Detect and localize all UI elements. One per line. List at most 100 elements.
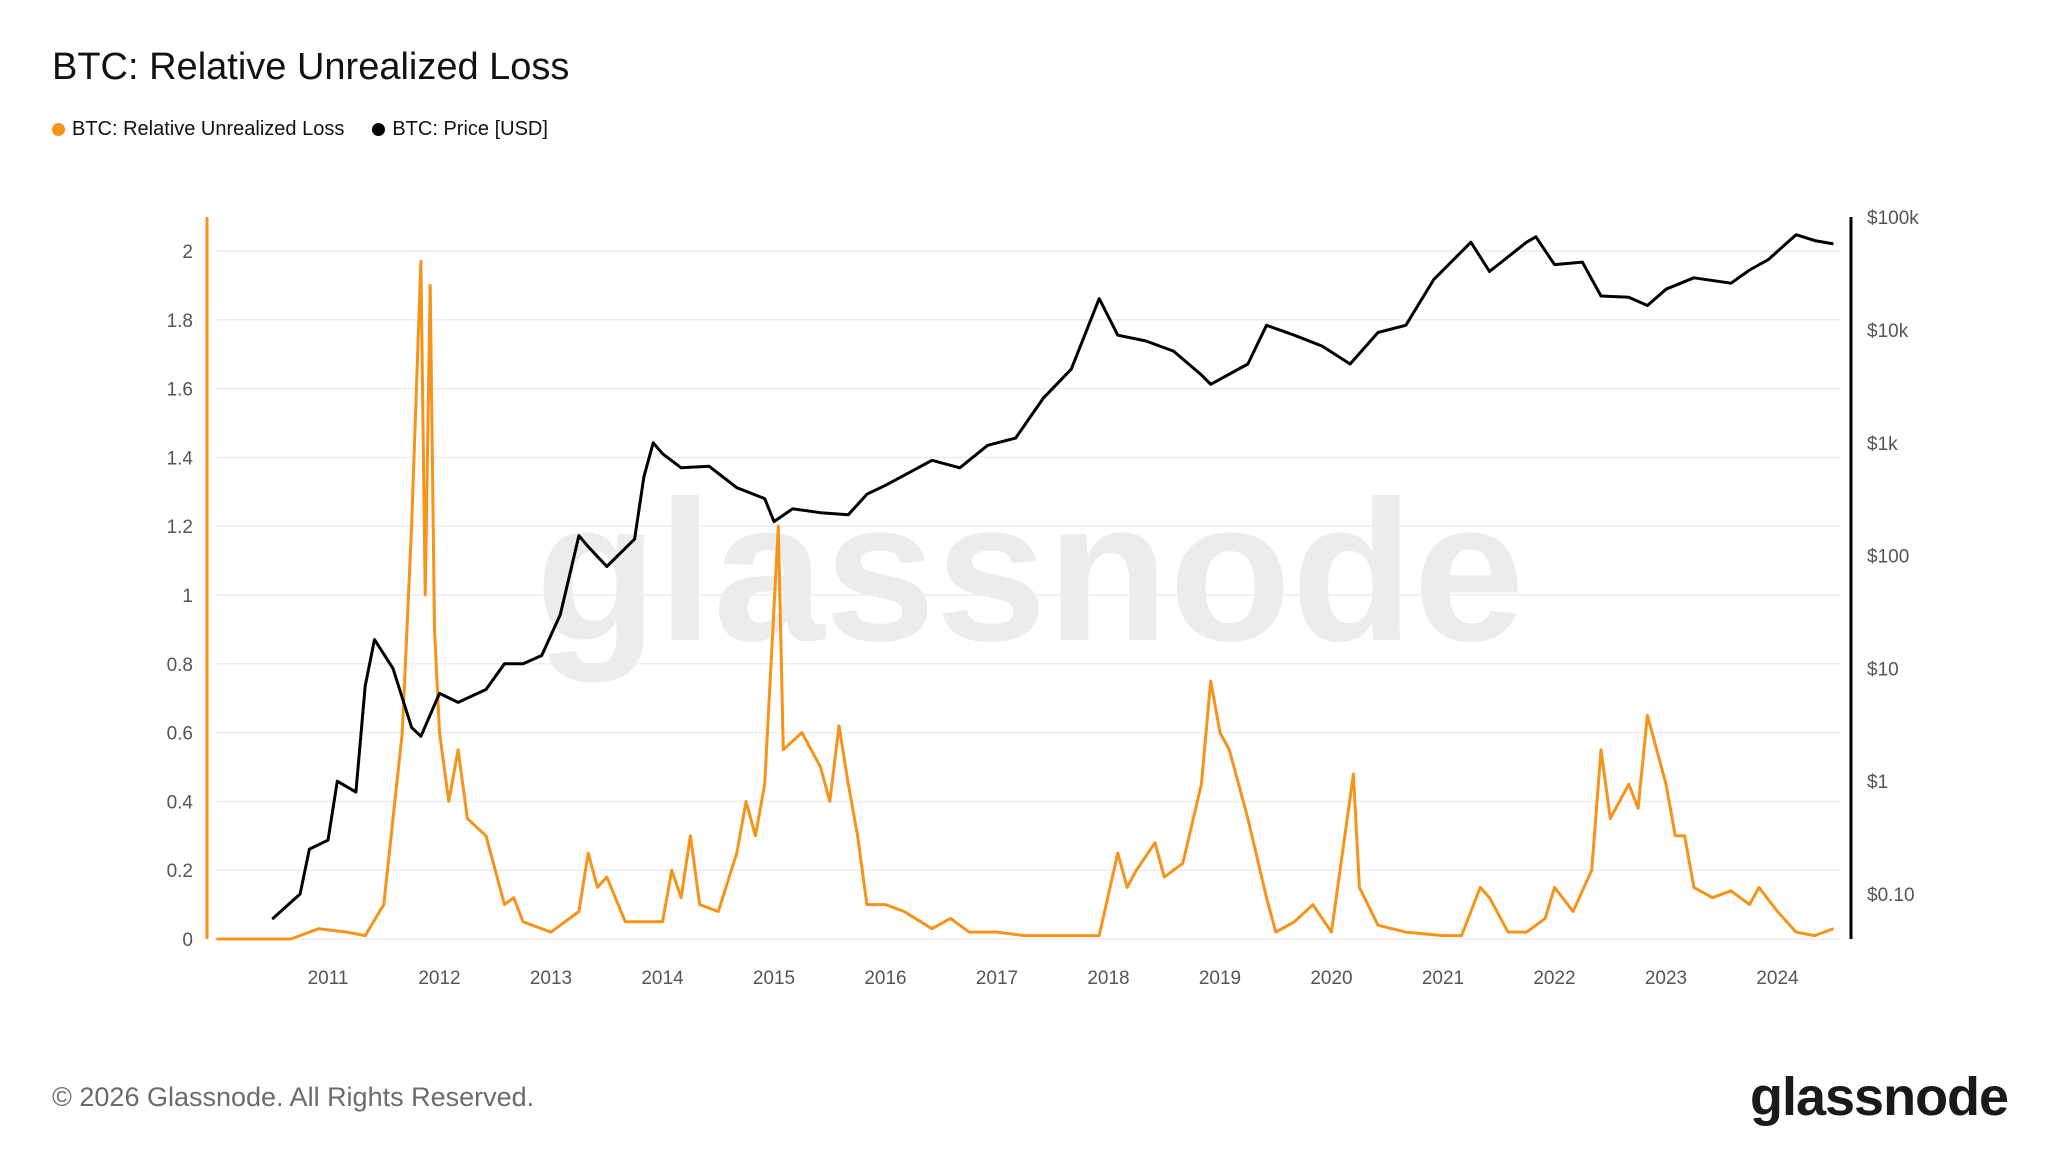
data-point xyxy=(1637,807,1639,809)
data-point xyxy=(838,725,840,727)
left-axis-tick-label: 0.6 xyxy=(167,724,193,745)
data-point xyxy=(903,910,905,912)
legend-item-relative-unrealized-loss[interactable]: BTC: Relative Unrealized Loss xyxy=(52,118,344,141)
data-point xyxy=(1163,876,1165,878)
glassnode-logo: glassnode xyxy=(1750,1067,2009,1127)
legend-label: BTC: Price [USD] xyxy=(392,118,548,140)
data-point xyxy=(1526,241,1528,243)
copyright-footer: © 2026 Glassnode. All Rights Reserved. xyxy=(52,1082,535,1112)
left-axis-tick-label: 0.8 xyxy=(167,655,193,676)
x-axis-tick-label: 2021 xyxy=(1422,968,1464,989)
data-point xyxy=(587,852,589,854)
x-axis-tick-label: 2024 xyxy=(1756,968,1799,989)
data-point xyxy=(1479,886,1481,888)
data-point xyxy=(355,791,357,793)
data-point xyxy=(1749,904,1751,906)
data-point xyxy=(433,628,435,630)
data-point xyxy=(411,726,413,728)
right-axis-tick-label: $100 xyxy=(1867,547,1909,568)
data-point xyxy=(1321,345,1323,347)
data-point xyxy=(439,732,440,734)
data-point xyxy=(1535,236,1537,238)
data-point xyxy=(1591,869,1593,871)
data-point xyxy=(1405,324,1407,326)
legend: BTC: Relative Unrealized Loss BTC: Price… xyxy=(52,118,548,141)
data-point xyxy=(401,732,403,734)
data-point xyxy=(1795,931,1797,933)
data-point xyxy=(1554,886,1555,888)
data-point xyxy=(1293,334,1295,336)
data-point xyxy=(420,735,422,737)
data-point xyxy=(448,800,450,802)
data-point xyxy=(299,893,301,895)
watermark: glassnode xyxy=(535,460,1524,683)
data-point xyxy=(411,525,413,527)
x-axis-tick-label: 2015 xyxy=(753,968,795,989)
data-point xyxy=(1600,749,1602,751)
data-point xyxy=(485,689,487,691)
data-point xyxy=(1488,897,1490,899)
data-point xyxy=(318,928,320,930)
legend-item-price[interactable]: BTC: Price [USD] xyxy=(372,118,548,141)
x-axis-tick-label: 2023 xyxy=(1645,968,1687,989)
data-point xyxy=(1275,931,1277,933)
data-point xyxy=(1182,862,1184,864)
data-point xyxy=(1352,773,1354,775)
data-point xyxy=(1173,350,1175,352)
data-point xyxy=(1730,282,1732,284)
data-point xyxy=(383,904,385,906)
data-point xyxy=(968,931,970,933)
data-point xyxy=(1265,324,1267,326)
legend-dot-orange xyxy=(52,123,65,136)
data-point xyxy=(1117,852,1119,854)
data-point xyxy=(1358,886,1360,888)
data-point xyxy=(987,444,989,446)
data-point xyxy=(1098,935,1100,937)
data-point xyxy=(1024,935,1026,937)
left-axis-tick-label: 0.2 xyxy=(167,861,193,882)
data-point xyxy=(745,800,747,802)
data-point xyxy=(1265,897,1267,899)
data-point xyxy=(504,904,506,906)
data-point xyxy=(777,525,779,527)
data-point xyxy=(392,667,394,669)
x-axis-tick-label: 2013 xyxy=(530,968,572,989)
data-point xyxy=(996,931,998,933)
data-point xyxy=(541,655,543,657)
data-point xyxy=(680,467,682,469)
data-point xyxy=(346,931,348,933)
data-point xyxy=(1098,298,1100,300)
data-point xyxy=(457,749,459,751)
data-point xyxy=(1767,259,1769,261)
data-point xyxy=(327,839,329,841)
data-point xyxy=(522,921,524,923)
data-point xyxy=(1554,264,1555,266)
data-point xyxy=(708,465,710,467)
right-axis-tick-label: $10 xyxy=(1867,659,1899,680)
data-point xyxy=(1377,924,1379,926)
data-point xyxy=(1628,783,1630,785)
data-point xyxy=(1628,296,1630,298)
left-axis-tick-label: 0 xyxy=(182,930,193,951)
data-point xyxy=(1507,931,1509,933)
data-point xyxy=(1247,818,1249,820)
data-point xyxy=(596,886,598,888)
data-point xyxy=(866,904,868,906)
data-point xyxy=(764,783,766,785)
data-point xyxy=(308,848,310,850)
data-point xyxy=(819,766,821,768)
data-point xyxy=(559,614,561,616)
data-point xyxy=(634,538,636,540)
data-point xyxy=(1814,240,1816,242)
data-point xyxy=(1665,288,1667,290)
data-point xyxy=(1070,935,1072,937)
data-point xyxy=(847,514,849,516)
data-point xyxy=(885,904,886,906)
data-point xyxy=(1749,269,1751,271)
right-axis-tick-label: $1k xyxy=(1867,434,1898,455)
data-point xyxy=(290,938,292,940)
data-point xyxy=(1730,890,1732,892)
relative-unrealized-loss-line xyxy=(216,259,1834,941)
right-axis-tick-label: $10k xyxy=(1867,321,1909,342)
